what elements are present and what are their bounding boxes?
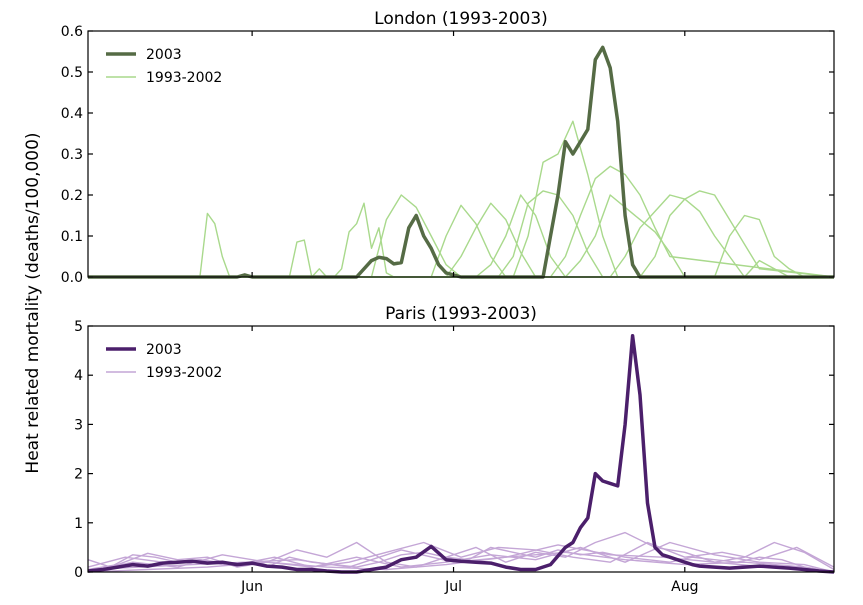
london-series-1993-2002-5: [88, 202, 834, 278]
paris-legend-label-1993-2002: 1993-2002: [146, 365, 222, 381]
london-ytick-label: 0.2: [61, 188, 83, 204]
london-ytick-label: 0.6: [61, 24, 83, 40]
paris-plot-frame: [87, 325, 835, 573]
london-series-1993-2002-9: [88, 165, 835, 278]
paris-series-2003: [87, 334, 835, 574]
london-title: London (1993-2003): [374, 9, 548, 29]
london-ytick-label: 0.4: [61, 106, 83, 122]
london-legend: 2003 1993-2002: [106, 47, 222, 86]
paris-xtick-label: Aug: [671, 579, 698, 595]
paris-chart: Paris (1993-2003) 0 1 2 3 4 5 Jun Jul Aug 2003 1993…: [74, 304, 835, 595]
paris-xtick-label: Jul: [444, 579, 462, 595]
paris-xtick-label: Jun: [240, 579, 263, 595]
london-ytick-label: 0.1: [61, 229, 83, 245]
paris-ytick-label: 3: [74, 417, 83, 433]
london-series-1993-2002-7: [88, 120, 834, 278]
paris-ytick-label: 4: [74, 368, 83, 384]
paris-title: Paris (1993-2003): [385, 304, 537, 324]
paris-ytick-label: 1: [74, 516, 83, 532]
london-ytick-label: 0.0: [61, 270, 83, 286]
london-legend-label-1993-2002: 1993-2002: [146, 70, 222, 86]
london-series-1993-2002-2: [88, 202, 834, 278]
paris-series-1993-2002-3: [87, 541, 835, 573]
london-ytick-label: 0.3: [61, 147, 83, 163]
paris-series-1993-2002-1: [87, 531, 835, 571]
london-series-1993-2002-4: [88, 204, 834, 278]
paris-legend-label-2003: 2003: [146, 342, 182, 358]
london-series-1993-2002-8: [88, 190, 834, 278]
y-axis-label: Heat related mortality (deaths/100,000): [23, 132, 43, 473]
paris-ytick-label: 0: [74, 565, 83, 581]
london-series-1993-2002-12: [88, 190, 835, 278]
london-legend-label-2003: 2003: [146, 47, 182, 63]
london-chart: London (1993-2003) 0.0 0.1 0.2 0.3 0.4 0.5 0.6 2…: [61, 9, 835, 286]
london-plot-frame: [87, 30, 835, 278]
paris-ytick-label: 5: [74, 319, 83, 335]
paris-ytick-label: 2: [74, 467, 83, 483]
paris-legend: 2003 1993-2002: [106, 342, 222, 381]
london-ytick-label: 0.5: [61, 65, 83, 81]
